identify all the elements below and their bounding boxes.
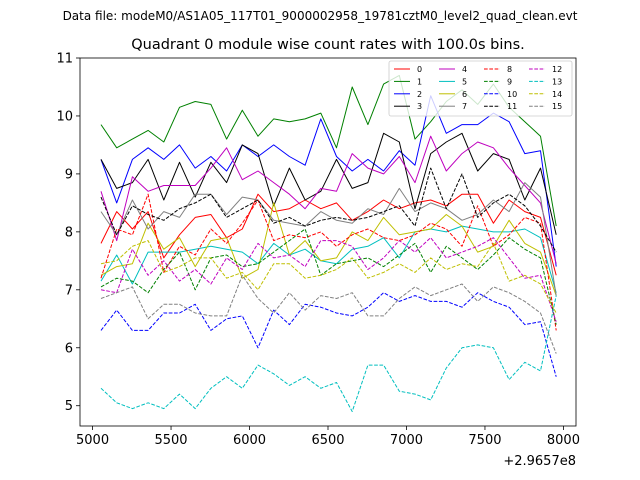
series-line-4	[100, 135, 557, 264]
legend-label-2: 2	[417, 90, 422, 99]
x-tick-label: 5000	[76, 433, 109, 448]
legend-label-7: 7	[462, 102, 467, 111]
legend-label-3: 3	[417, 102, 422, 111]
y-tick-label: 11	[56, 52, 73, 67]
series-line-2	[100, 95, 557, 267]
y-tick-label: 10	[56, 109, 73, 124]
series-line-7	[100, 182, 557, 296]
series-line-10	[100, 292, 557, 377]
legend-label-13: 13	[552, 77, 562, 86]
chart-title: Quadrant 0 module wise count rates with …	[131, 37, 525, 53]
legend-box	[388, 60, 573, 117]
legend-label-12: 12	[552, 65, 562, 74]
y-tick-label: 7	[65, 283, 73, 298]
x-tick-label: 7000	[390, 433, 423, 448]
series-line-9	[100, 228, 557, 325]
x-axis-offset-label: +2.9657e8	[503, 454, 576, 469]
legend-label-4: 4	[462, 65, 467, 74]
legend-label-1: 1	[417, 77, 422, 86]
x-tick-label: 6500	[311, 433, 344, 448]
series-line-14	[100, 240, 557, 314]
y-tick-label: 9	[65, 167, 73, 182]
axes-background	[80, 58, 576, 426]
x-tick-label: 6000	[233, 433, 266, 448]
figure-suptitle: Data file: modeM0/AS1A05_117T01_90000029…	[63, 9, 578, 23]
series-line-3	[100, 132, 557, 235]
legend-label-8: 8	[507, 65, 512, 74]
series-line-6	[100, 202, 557, 296]
legend-label-14: 14	[552, 90, 562, 99]
series-line-12	[100, 237, 557, 322]
legend-label-15: 15	[552, 102, 562, 111]
legend-label-0: 0	[417, 65, 422, 74]
legend-label-11: 11	[507, 102, 517, 111]
y-tick-label: 5	[65, 399, 73, 414]
legend-label-5: 5	[462, 77, 467, 86]
legend-label-6: 6	[462, 90, 467, 99]
series-line-15	[100, 274, 557, 354]
legend-label-10: 10	[507, 90, 517, 99]
series-line-11	[100, 167, 557, 253]
x-tick-label: 5500	[154, 433, 187, 448]
y-tick-label: 8	[65, 225, 73, 240]
y-tick-label: 6	[65, 341, 73, 356]
x-axis: 5000 5500 6000 6500 7000 7500 8000	[76, 426, 580, 448]
y-axis: 5 6 7 8 9 10 11	[56, 52, 80, 414]
x-tick-label: 8000	[547, 433, 580, 448]
x-tick-label: 7500	[468, 433, 501, 448]
series-line-5	[100, 225, 557, 293]
legend-label-9: 9	[507, 77, 512, 86]
series-line-0	[100, 193, 557, 276]
series-layer	[100, 74, 557, 412]
